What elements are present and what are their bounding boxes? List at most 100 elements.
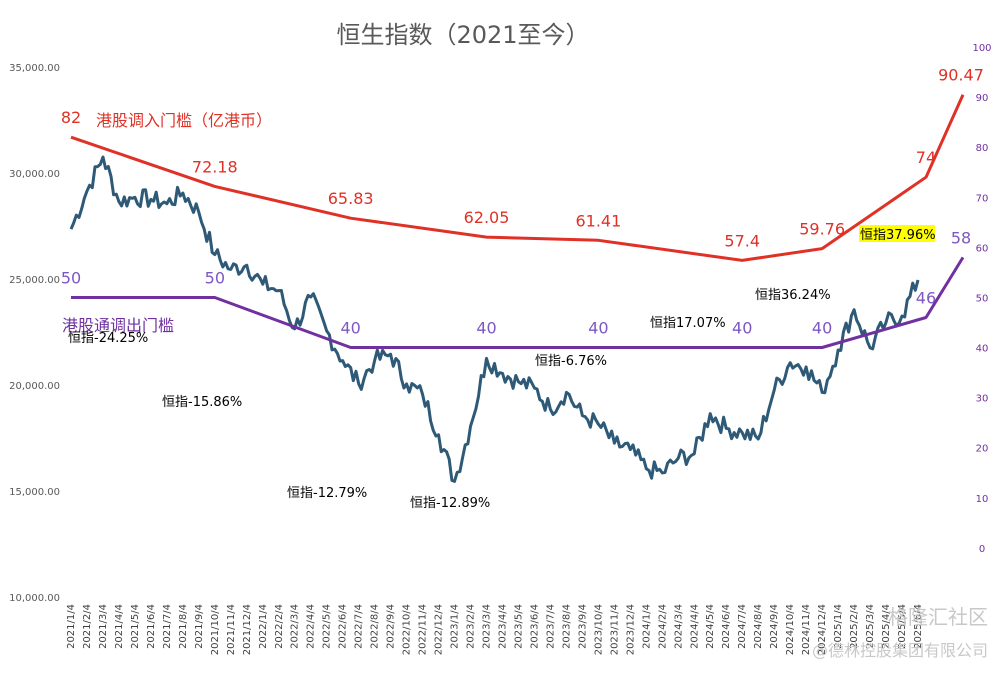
y-right-tick-label: 70 [976,193,989,204]
x-tick-label: 2024/11/4 [801,604,812,655]
x-tick-label: 2021/3/4 [98,604,109,649]
y-left-tick-label: 35,000.00 [9,63,60,74]
threshold-label: 58 [951,228,971,247]
x-tick-label: 2024/1/4 [641,604,652,649]
x-tick-label: 2025/1/4 [833,604,844,649]
threshold-label: 61.41 [575,211,621,230]
y-right-tick-label: 10 [976,494,989,505]
watermark: 格隆汇社区 @德林控股集团有限公司 [812,605,988,660]
x-tick-label: 2021/11/4 [226,604,237,655]
exit-threshold-line [71,256,965,349]
x-tick-label: 2024/10/4 [785,604,796,655]
y-right-tick-label: 100 [972,43,991,54]
x-tick-label: 2024/7/4 [737,604,748,649]
threshold-label: 59.76 [799,220,845,239]
annotation: 恒指-12.89% [410,496,490,511]
x-tick-label: 2024/8/4 [753,604,764,649]
y-right-tick-label: 80 [976,143,989,154]
x-tick-label: 2022/9/4 [386,604,397,649]
threshold-label: 74 [916,148,936,167]
annotation: 恒指37.96% [860,228,936,243]
y-right-tick-label: 60 [976,243,989,254]
x-tick-label: 2021/7/4 [162,604,173,649]
threshold-label: 46 [916,288,936,307]
x-tick-label: 2025/4/4 [881,604,892,649]
x-tick-label: 2021/10/4 [210,604,221,655]
y-right-tick-label: 90 [976,93,989,104]
x-tick-label: 2023/6/4 [529,604,540,649]
x-tick-label: 2022/8/4 [370,604,381,649]
entry-threshold-series [70,94,965,262]
y-left-tick-label: 30,000.00 [9,169,60,180]
threshold-label: 40 [812,319,832,338]
exit-threshold-labels: 50 50 40 40 40 40 40 46 58 [61,228,971,337]
legend-exit-threshold: 港股通调出门槛 [62,316,174,335]
threshold-label: 50 [205,268,225,287]
y-left-tick-label: 25,000.00 [9,275,60,286]
hsi-series [69,155,920,483]
x-tick-label: 2022/7/4 [354,604,365,649]
x-tick-label: 2021/5/4 [130,604,141,649]
y-axis-left: 10,000.00 15,000.00 20,000.00 25,000.00 30,0… [9,63,60,604]
annotation: 恒指-15.86% [162,395,242,410]
exit-threshold-series [71,256,965,349]
entry-threshold-line [70,94,965,262]
annotations: 恒指-24.25% 恒指-15.86% 恒指-12.79% 恒指-12.89% … [68,225,936,511]
x-tick-label: 2021/12/4 [242,604,253,655]
x-tick-label: 2025/6/4 [913,604,924,649]
x-tick-label: 2022/2/4 [274,604,285,649]
x-tick-label: 2022/5/4 [322,604,333,649]
y-right-tick-label: 0 [979,544,985,555]
annotation: 恒指36.24% [755,288,831,303]
x-tick-label: 2023/4/4 [497,604,508,649]
x-tick-label: 2021/1/4 [66,604,77,649]
x-tick-label: 2022/4/4 [306,604,317,649]
x-tick-label: 2022/1/4 [258,604,269,649]
threshold-label: 65.83 [328,189,374,208]
annotation: 恒指-6.76% [535,354,607,369]
x-tick-label: 2023/3/4 [482,604,493,649]
threshold-label: 40 [476,319,496,338]
x-tick-label: 2022/12/4 [434,604,445,655]
x-tick-label: 2024/9/4 [769,604,780,649]
x-tick-label: 2023/8/4 [561,604,572,649]
x-tick-label: 2023/12/4 [625,604,636,655]
x-tick-label: 2023/2/4 [466,604,477,649]
annotation: 恒指-12.79% [287,486,367,501]
x-tick-label: 2021/8/4 [178,604,189,649]
watermark-text: @德林控股集团有限公司 [812,641,988,660]
x-tick-label: 2022/11/4 [418,604,429,655]
threshold-label: 57.4 [724,231,760,250]
x-tick-label: 2021/9/4 [194,604,205,649]
x-tick-label: 2023/11/4 [609,604,620,655]
x-tick-label: 2025/2/4 [849,604,860,649]
x-tick-label: 2024/2/4 [657,604,668,649]
threshold-label: 82 [61,108,81,127]
chart-title: 恒生指数（2021至今） [336,21,589,49]
threshold-label: 90.47 [938,66,984,85]
x-tick-label: 2023/10/4 [593,604,604,655]
y-right-tick-label: 30 [976,394,989,405]
annotation-highlight [859,225,935,242]
threshold-label: 50 [61,268,81,287]
x-tick-label: 2025/5/4 [897,604,908,649]
y-left-tick-label: 15,000.00 [9,487,60,498]
x-tick-label: 2023/5/4 [513,604,524,649]
threshold-label: 72.18 [192,157,238,176]
y-axis-right: 0 10 20 30 40 50 60 70 80 90 100 [972,43,991,555]
x-tick-label: 2023/7/4 [545,604,556,649]
legend-entry-threshold: 港股调入门槛（亿港币） [96,111,272,130]
x-tick-label: 2025/3/4 [865,604,876,649]
x-axis: 2021/1/4 2021/2/4 2021/3/4 2021/4/4 2021/5/4… [66,604,924,655]
x-tick-label: 2023/1/4 [450,604,461,649]
x-tick-label: 2024/12/4 [817,604,828,655]
x-tick-label: 2021/2/4 [82,604,93,649]
x-tick-label: 2021/6/4 [146,604,157,649]
x-tick-label: 2022/10/4 [402,604,413,655]
y-right-tick-label: 20 [976,444,989,455]
y-left-tick-label: 10,000.00 [9,593,60,604]
x-tick-label: 2022/3/4 [290,604,301,649]
entry-threshold-labels: 82 72.18 65.83 62.05 61.41 57.4 59.76 74 90.47 [61,66,984,251]
y-right-tick-label: 40 [976,344,989,355]
